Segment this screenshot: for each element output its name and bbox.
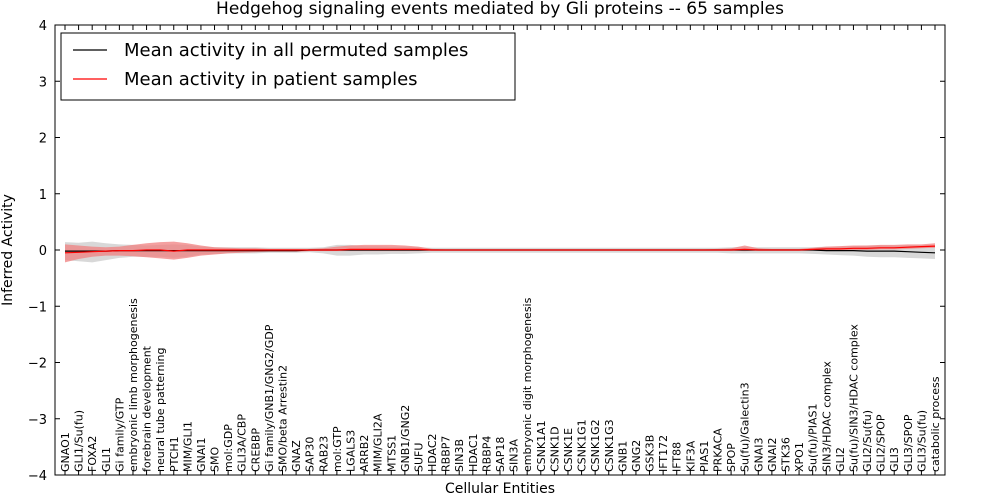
legend-label-permuted: Mean activity in all permuted samples xyxy=(124,40,468,61)
x-category-label: neural tube patterning xyxy=(154,348,167,473)
x-category-label: GNG2 xyxy=(630,440,643,472)
x-category-label: PRKACA xyxy=(712,428,725,472)
x-category-label: IFT88 xyxy=(671,442,684,472)
x-category-label: GNAZ xyxy=(290,440,303,472)
x-category-label: HDAC2 xyxy=(426,433,439,472)
x-category-label: MIM/GLI1 xyxy=(181,421,194,472)
x-category-label: CSNK1D xyxy=(548,426,561,472)
x-category-label: RAB23 xyxy=(317,436,330,472)
x-category-label: HDAC1 xyxy=(467,433,480,472)
x-category-label: Su(fu)/SIN3/HDAC complex xyxy=(847,324,860,472)
legend-box xyxy=(60,32,516,101)
x-category-label: embryonic digit morphogenesis xyxy=(521,297,534,472)
y-tick-label: −1 xyxy=(28,300,47,315)
x-category-label: KIF3A xyxy=(684,440,697,472)
x-category-label: CSNK1G3 xyxy=(603,419,616,472)
x-category-label: Su(fu)/PIAS1 xyxy=(807,404,820,472)
x-category-label: Gi family/GTP xyxy=(113,397,126,472)
x-category-label: embryonic limb morphogenesis xyxy=(127,298,140,472)
x-category-label: ARRB2 xyxy=(358,435,371,472)
x-category-label: GNAI2 xyxy=(766,437,779,472)
x-category-label: GNAI3 xyxy=(752,437,765,472)
legend-label-patient: Mean activity in patient samples xyxy=(124,69,418,90)
x-category-label: GLI3 xyxy=(888,447,901,472)
y-tick-label: −3 xyxy=(28,413,47,428)
x-category-label: SUFU xyxy=(412,443,425,472)
x-category-label: Gi family/GNB1/GNG2/GDP xyxy=(263,324,276,472)
x-category-label: catabolic process xyxy=(929,376,942,472)
line-patient-mean xyxy=(64,245,936,254)
legend: Mean activity in all permuted samples Me… xyxy=(60,32,516,101)
x-ticks: GNAO1 GLI1/Su(fu) FOXA2 GLI1 Gi family/GTP em… xyxy=(59,25,942,475)
x-category-label: RBBP4 xyxy=(480,436,493,472)
x-category-label: GLI3/SPOP xyxy=(902,414,915,472)
x-category-label: mol:GTP xyxy=(331,426,344,472)
y-tick-label: 2 xyxy=(39,132,47,147)
x-category-label: XPO1 xyxy=(793,442,806,472)
x-category-label: PIAS1 xyxy=(698,441,711,472)
x-category-label: CSNK1E xyxy=(562,428,575,472)
x-category-label: GLI1/Su(fu) xyxy=(73,410,86,472)
y-tick-label: −4 xyxy=(28,469,47,484)
x-category-label: GLI1 xyxy=(100,447,113,472)
x-category-label: FOXA2 xyxy=(86,436,99,472)
x-category-label: SIN3/HDAC complex xyxy=(820,361,833,472)
x-category-label: mol:GDP xyxy=(222,424,235,472)
x-category-label: MTSS1 xyxy=(385,435,398,472)
x-category-label: CSNK1A1 xyxy=(535,420,548,472)
x-category-label: CSNK1G2 xyxy=(589,419,602,472)
y-tick-label: −2 xyxy=(28,357,47,372)
x-category-label: MIM/GLI2A xyxy=(372,413,385,472)
x-category-label: STK36 xyxy=(780,437,793,472)
x-category-label: SPOP xyxy=(725,443,738,472)
x-category-label: GLI2 xyxy=(834,447,847,472)
x-category-label: SMO xyxy=(209,447,222,472)
x-category-label: GNB1/GNG2 xyxy=(399,405,412,472)
band-permuted xyxy=(65,241,935,263)
x-category-label: SAP30 xyxy=(304,437,317,472)
x-category-label: GLI2/Su(fu) xyxy=(861,410,874,472)
x-category-label: GSK3B xyxy=(644,435,657,472)
x-category-label: CSNK1G1 xyxy=(576,419,589,472)
x-category-label: SIN3A xyxy=(508,439,521,472)
confidence-bands xyxy=(65,241,935,263)
x-category-label: PTCH1 xyxy=(168,436,181,472)
x-category-label: SAP18 xyxy=(494,437,507,472)
x-category-label: SMO/beta Arrestin2 xyxy=(277,365,290,472)
x-category-label: GNAO1 xyxy=(59,432,72,472)
x-category-label: GNAI1 xyxy=(195,437,208,472)
x-category-label: IFT172 xyxy=(657,435,670,472)
x-axis-title: Cellular Entities xyxy=(445,481,555,497)
chart-title: Hedgehog signaling events mediated by Gl… xyxy=(216,0,784,19)
x-category-label: GNB1 xyxy=(616,441,629,472)
x-category-label: RBBP7 xyxy=(440,436,453,472)
y-tick-label: 4 xyxy=(39,19,47,34)
x-category-label: GLI3/Su(fu) xyxy=(915,410,928,472)
x-category-label: Su(fu)/Galectin3 xyxy=(739,382,752,472)
series-lines xyxy=(64,245,936,254)
band-patient xyxy=(65,241,935,263)
x-category-label: CREBBP xyxy=(249,428,262,472)
x-category-label: GLI2/SPOP xyxy=(875,414,888,472)
x-category-label: GLI3A/CBP xyxy=(236,414,249,472)
y-tick-label: 0 xyxy=(39,244,47,259)
x-category-label: LGALS3 xyxy=(345,430,358,472)
y-tick-label: 1 xyxy=(39,188,47,203)
y-tick-label: 3 xyxy=(39,75,47,90)
x-category-label: forebrain development xyxy=(141,345,154,472)
y-ticks: 4 3 2 1 0 −1 −2 −3 −4 xyxy=(28,19,945,484)
y-axis-title: Inferred Activity xyxy=(0,194,16,306)
x-category-label: SIN3B xyxy=(453,439,466,472)
